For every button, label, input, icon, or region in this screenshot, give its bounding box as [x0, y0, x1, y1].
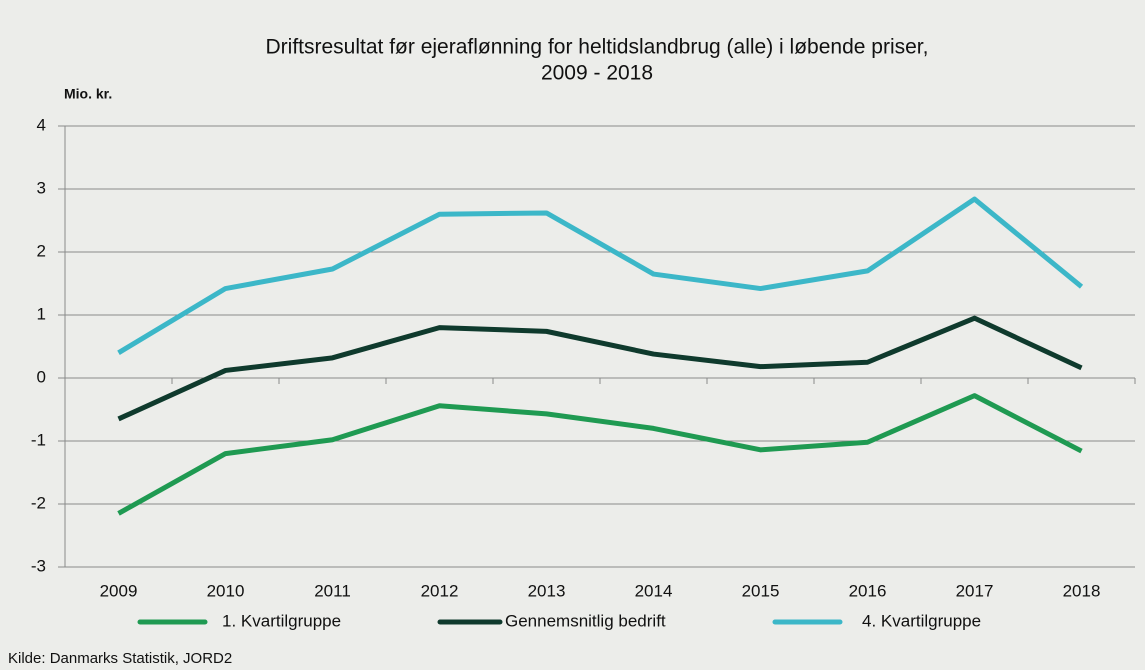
y-tick-label: -3 [31, 556, 46, 575]
y-tick-label: 0 [37, 367, 46, 386]
y-tick-label: 3 [37, 178, 46, 197]
x-tick-label: 2015 [742, 581, 780, 600]
x-tick-label: 2013 [528, 581, 566, 600]
x-tick-label: 2018 [1063, 581, 1101, 600]
y-axis-label: Mio. kr. [64, 86, 112, 102]
y-tick-label: 2 [37, 241, 46, 260]
legend-label: Gennemsnitlig bedrift [505, 611, 666, 630]
y-tick-label: 1 [37, 304, 46, 323]
x-tick-label: 2017 [956, 581, 994, 600]
chart-title: 2009 - 2018 [541, 62, 653, 85]
legend-label: 1. Kvartilgruppe [222, 611, 341, 630]
data-line [117, 315, 1083, 422]
x-tick-label: 2011 [314, 581, 351, 600]
y-tick-label: -2 [31, 493, 46, 512]
y-tick-label: 4 [37, 115, 46, 134]
legend-label: 4. Kvartilgruppe [862, 611, 981, 630]
x-tick-label: 2014 [635, 581, 673, 600]
x-tick-label: 2009 [100, 581, 138, 600]
data-line [117, 393, 1083, 516]
x-tick-label: 2012 [421, 581, 459, 600]
data-line [117, 196, 1084, 355]
x-tick-label: 2016 [849, 581, 887, 600]
x-tick-label: 2010 [207, 581, 245, 600]
y-tick-label: -1 [31, 430, 46, 449]
source-note: Kilde: Danmarks Statistik, JORD2 [8, 650, 232, 667]
chart-title: Driftsresultat før ejeraflønning for hel… [266, 36, 929, 59]
